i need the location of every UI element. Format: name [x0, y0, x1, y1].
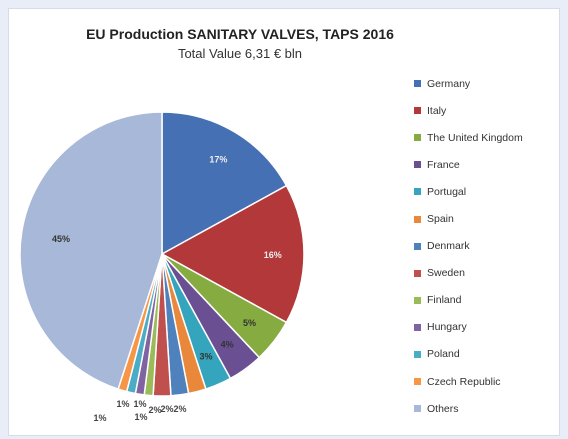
slice-label-the-united-kingdom: 5% — [243, 318, 256, 328]
pie-slices — [19, 111, 305, 397]
legend-item-finland: Finland — [414, 287, 523, 314]
legend-swatch — [414, 161, 421, 169]
legend-item-czech-republic: Czech Republic — [414, 368, 523, 395]
slice-label-denmark: 2% — [160, 404, 173, 414]
slice-label-poland: 1% — [116, 399, 129, 409]
legend-swatch — [414, 296, 421, 304]
legend-swatch — [414, 107, 421, 115]
legend-item-portugal: Portugal — [414, 178, 523, 205]
pie-slice-labels: 17%16%5%4%3%2%2%2%1%1%1%1%45% — [52, 155, 282, 423]
legend-swatch — [414, 242, 421, 250]
slice-label-italy: 16% — [264, 250, 282, 260]
legend-item-germany: Germany — [414, 70, 523, 97]
legend-item-denmark: Denmark — [414, 233, 523, 260]
slice-label-germany: 17% — [209, 155, 227, 165]
legend-item-hungary: Hungary — [414, 314, 523, 341]
legend-label: The United Kingdom — [427, 131, 523, 144]
legend-label: Others — [427, 402, 459, 415]
legend-label: Italy — [427, 104, 447, 117]
slice-label-finland: 1% — [134, 412, 147, 422]
legend-label: Spain — [427, 213, 454, 226]
slice-label-hungary: 1% — [133, 399, 146, 409]
legend-item-poland: Poland — [414, 341, 523, 368]
slice-label-czech-republic: 1% — [93, 413, 106, 423]
legend-swatch — [414, 188, 421, 196]
legend-swatch — [414, 405, 421, 413]
legend-label: Finland — [427, 294, 462, 307]
legend-item-sweden: Sweden — [414, 260, 523, 287]
legend-swatch — [414, 269, 421, 277]
legend-swatch — [414, 134, 421, 142]
legend-swatch — [414, 378, 421, 386]
legend-item-italy: Italy — [414, 97, 523, 124]
slice-label-portugal: 3% — [199, 352, 212, 362]
slice-label-france: 4% — [221, 340, 234, 350]
pie-slice-others — [19, 111, 163, 390]
chart-title: EU Production SANITARY VALVES, TAPS 2016 — [86, 26, 394, 42]
slice-label-spain: 2% — [173, 404, 186, 414]
legend-swatch — [414, 80, 421, 88]
legend-label: Poland — [427, 348, 460, 361]
legend-item-the-united-kingdom: The United Kingdom — [414, 124, 523, 151]
legend-item-france: France — [414, 151, 523, 178]
legend-item-others: Others — [414, 395, 523, 422]
legend-label: Hungary — [427, 321, 467, 334]
slice-label-others: 45% — [52, 234, 70, 244]
legend-swatch — [414, 350, 421, 358]
legend-swatch — [414, 323, 421, 331]
legend-label: Germany — [427, 77, 471, 90]
legend-label: France — [427, 158, 460, 171]
chart-subtitle: Total Value 6,31 € bln — [177, 46, 303, 61]
legend-label: Sweden — [427, 267, 465, 280]
legend-label: Denmark — [427, 240, 470, 253]
slice-label-sweden: 2% — [148, 405, 161, 415]
legend-label: Czech Republic — [427, 375, 501, 388]
legend-label: Portugal — [427, 185, 467, 198]
legend-item-spain: Spain — [414, 205, 523, 232]
pie-slice-germany — [161, 111, 288, 256]
chart-legend: Germany Italy The United Kingdom France Port… — [414, 70, 523, 422]
legend-swatch — [414, 215, 421, 223]
pie-slice-italy — [160, 184, 305, 324]
